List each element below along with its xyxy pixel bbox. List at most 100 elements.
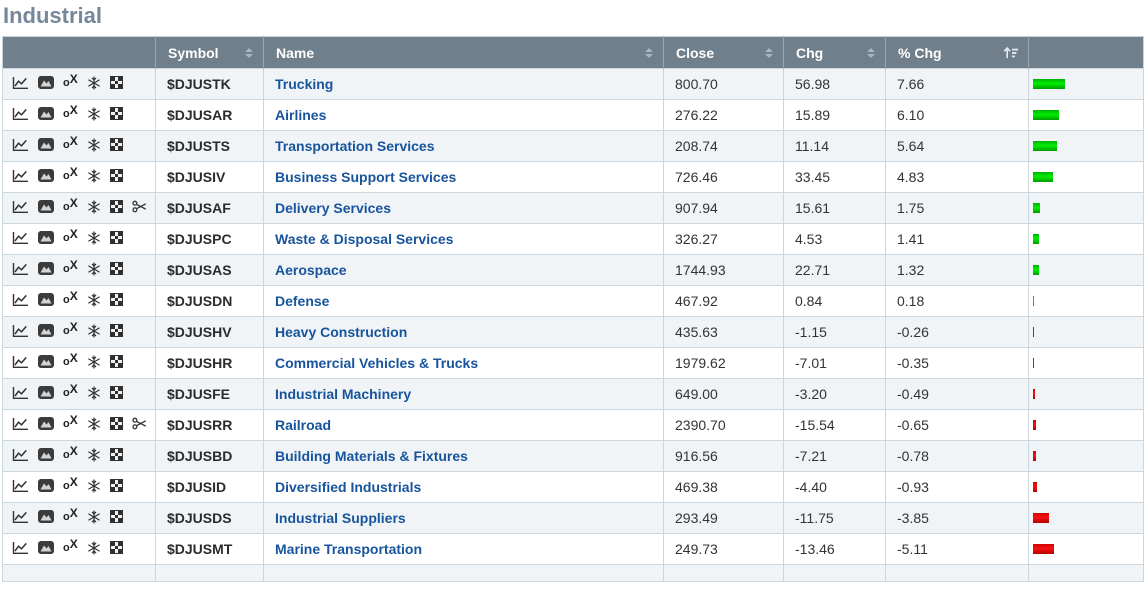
name-link[interactable]: Defense (264, 293, 329, 309)
candleglance-icon[interactable] (110, 293, 123, 307)
column-header-symbol[interactable]: Symbol (156, 37, 264, 69)
point-and-figure-icon[interactable]: oX (63, 417, 78, 431)
gallery-icon[interactable] (38, 231, 54, 245)
seasonality-icon[interactable] (87, 324, 101, 338)
sharpchart-icon[interactable] (12, 355, 29, 369)
candleglance-icon[interactable] (110, 510, 123, 524)
sharpchart-icon[interactable] (12, 138, 29, 152)
gallery-icon[interactable] (38, 324, 54, 338)
gallery-icon[interactable] (38, 479, 54, 493)
gallery-icon[interactable] (38, 76, 54, 90)
column-header-name[interactable]: Name (264, 37, 664, 69)
candleglance-icon[interactable] (110, 262, 123, 276)
name-link[interactable]: Building Materials & Fixtures (264, 448, 468, 464)
sharpchart-icon[interactable] (12, 231, 29, 245)
scissors-icon[interactable] (132, 200, 147, 214)
seasonality-icon[interactable] (87, 355, 101, 369)
column-header-pct_chg[interactable]: % Chg (886, 37, 1029, 69)
seasonality-icon[interactable] (87, 417, 101, 431)
sharpchart-icon[interactable] (12, 200, 29, 214)
sharpchart-icon[interactable] (12, 262, 29, 276)
candleglance-icon[interactable] (110, 138, 123, 152)
point-and-figure-icon[interactable]: oX (63, 448, 78, 462)
name-link[interactable]: Trucking (264, 76, 333, 92)
name-link[interactable]: Railroad (264, 417, 331, 433)
candleglance-icon[interactable] (110, 169, 123, 183)
sharpchart-icon[interactable] (12, 169, 29, 183)
sharpchart-icon[interactable] (12, 293, 29, 307)
sharpchart-icon[interactable] (12, 386, 29, 400)
point-and-figure-icon[interactable]: oX (63, 510, 78, 524)
seasonality-icon[interactable] (87, 169, 101, 183)
gallery-icon[interactable] (38, 541, 54, 555)
point-and-figure-icon[interactable]: oX (63, 200, 78, 214)
candleglance-icon[interactable] (110, 355, 123, 369)
gallery-icon[interactable] (38, 510, 54, 524)
sharpchart-icon[interactable] (12, 448, 29, 462)
column-header-close[interactable]: Close (664, 37, 784, 69)
gallery-icon[interactable] (38, 107, 54, 121)
seasonality-icon[interactable] (87, 386, 101, 400)
candleglance-icon[interactable] (110, 107, 123, 121)
point-and-figure-icon[interactable]: oX (63, 479, 78, 493)
gallery-icon[interactable] (38, 169, 54, 183)
candleglance-icon[interactable] (110, 417, 123, 431)
sort-descending-icon[interactable] (1003, 45, 1019, 60)
sharpchart-icon[interactable] (12, 510, 29, 524)
gallery-icon[interactable] (38, 417, 54, 431)
gallery-icon[interactable] (38, 386, 54, 400)
point-and-figure-icon[interactable]: oX (63, 541, 78, 555)
seasonality-icon[interactable] (87, 541, 101, 555)
name-link[interactable]: Business Support Services (264, 169, 456, 185)
name-link[interactable]: Airlines (264, 107, 326, 123)
sharpchart-icon[interactable] (12, 417, 29, 431)
name-link[interactable]: Heavy Construction (264, 324, 407, 340)
point-and-figure-icon[interactable]: oX (63, 169, 78, 183)
gallery-icon[interactable] (38, 262, 54, 276)
gallery-icon[interactable] (38, 293, 54, 307)
gallery-icon[interactable] (38, 138, 54, 152)
name-link[interactable] (264, 565, 275, 581)
sharpchart-icon[interactable] (12, 76, 29, 90)
name-link[interactable]: Industrial Suppliers (264, 510, 406, 526)
sharpchart-icon[interactable] (12, 541, 29, 555)
seasonality-icon[interactable] (87, 76, 101, 90)
name-link[interactable]: Aerospace (264, 262, 347, 278)
name-link[interactable]: Marine Transportation (264, 541, 422, 557)
seasonality-icon[interactable] (87, 262, 101, 276)
name-link[interactable]: Waste & Disposal Services (264, 231, 453, 247)
candleglance-icon[interactable] (110, 324, 123, 338)
point-and-figure-icon[interactable]: oX (63, 107, 78, 121)
point-and-figure-icon[interactable]: oX (63, 293, 78, 307)
gallery-icon[interactable] (38, 448, 54, 462)
name-link[interactable]: Industrial Machinery (264, 386, 411, 402)
sort-arrows-icon[interactable] (645, 48, 653, 58)
column-header-chg[interactable]: Chg (784, 37, 886, 69)
scissors-icon[interactable] (132, 417, 147, 431)
point-and-figure-icon[interactable]: oX (63, 262, 78, 276)
candleglance-icon[interactable] (110, 386, 123, 400)
seasonality-icon[interactable] (87, 200, 101, 214)
point-and-figure-icon[interactable]: oX (63, 355, 78, 369)
candleglance-icon[interactable] (110, 76, 123, 90)
point-and-figure-icon[interactable]: oX (63, 138, 78, 152)
seasonality-icon[interactable] (87, 479, 101, 493)
seasonality-icon[interactable] (87, 107, 101, 121)
name-link[interactable]: Transportation Services (264, 138, 435, 154)
candleglance-icon[interactable] (110, 541, 123, 555)
sort-arrows-icon[interactable] (765, 48, 773, 58)
sharpchart-icon[interactable] (12, 107, 29, 121)
seasonality-icon[interactable] (87, 448, 101, 462)
candleglance-icon[interactable] (110, 231, 123, 245)
candleglance-icon[interactable] (110, 479, 123, 493)
name-link[interactable]: Delivery Services (264, 200, 391, 216)
point-and-figure-icon[interactable]: oX (63, 231, 78, 245)
seasonality-icon[interactable] (87, 510, 101, 524)
sort-arrows-icon[interactable] (245, 48, 253, 58)
sharpchart-icon[interactable] (12, 479, 29, 493)
gallery-icon[interactable] (38, 200, 54, 214)
point-and-figure-icon[interactable]: oX (63, 324, 78, 338)
seasonality-icon[interactable] (87, 231, 101, 245)
name-link[interactable]: Commercial Vehicles & Trucks (264, 355, 478, 371)
seasonality-icon[interactable] (87, 293, 101, 307)
